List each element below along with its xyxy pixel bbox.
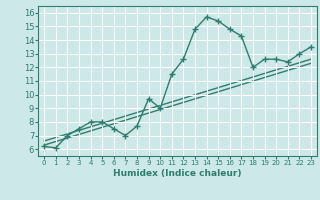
X-axis label: Humidex (Indice chaleur): Humidex (Indice chaleur) [113,169,242,178]
